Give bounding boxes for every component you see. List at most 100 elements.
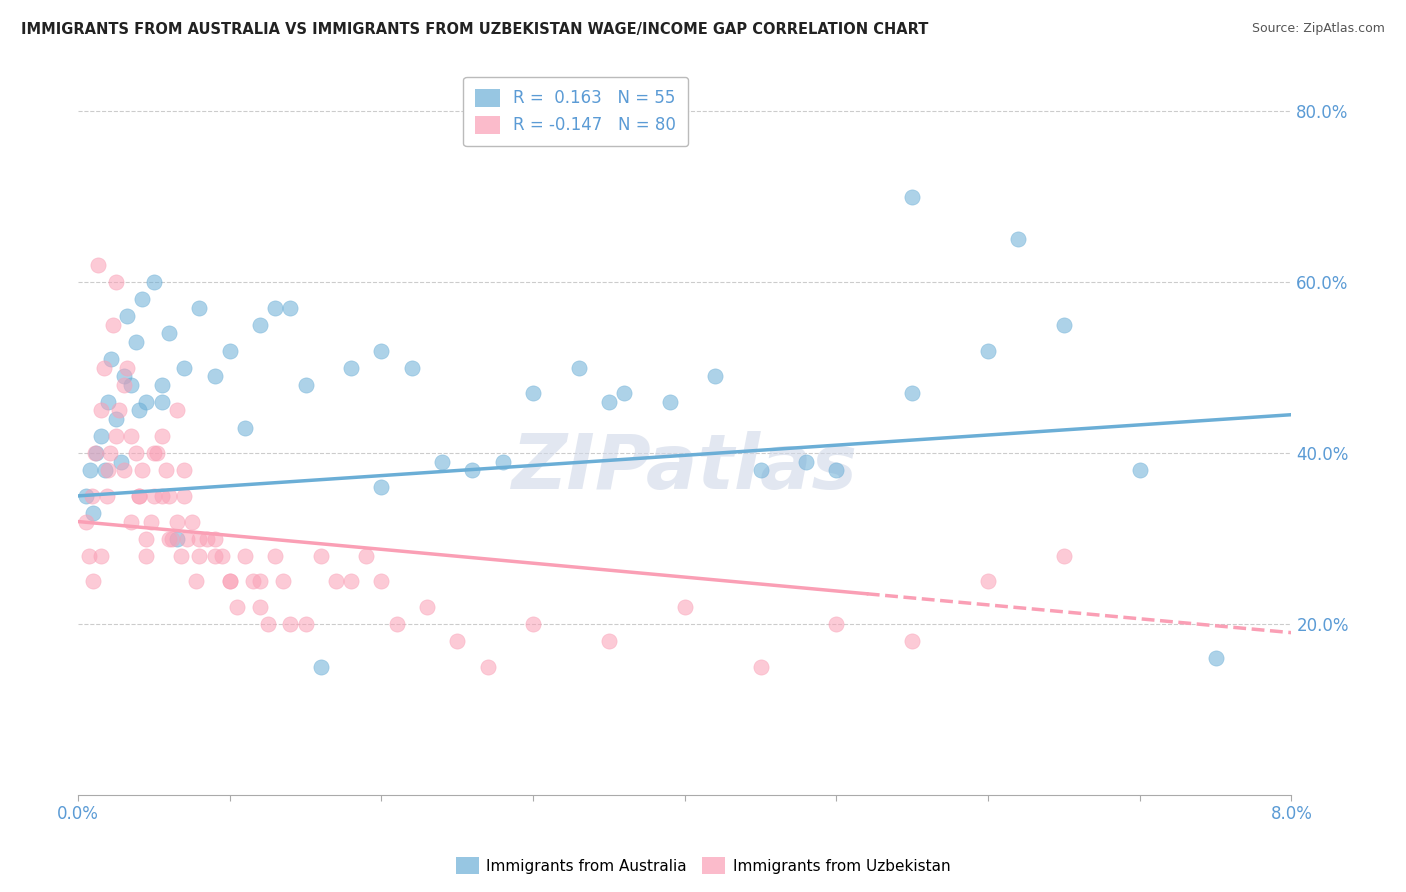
Point [90, 403, 112, 417]
Point [294, 617, 316, 632]
Point [598, 395, 620, 409]
Point [135, 549, 157, 563]
Text: ZIPatlas: ZIPatlas [512, 431, 858, 505]
Point [83, 446, 105, 460]
Point [131, 463, 153, 477]
Point [120, 377, 142, 392]
Point [218, 574, 240, 589]
Point [226, 600, 249, 615]
Legend: R =  0.163   N = 55, R = -0.147   N = 80: R = 0.163 N = 55, R = -0.147 N = 80 [464, 77, 688, 146]
Point [825, 463, 848, 477]
Point [180, 515, 202, 529]
Point [120, 515, 142, 529]
Point [142, 275, 165, 289]
Point [139, 515, 162, 529]
Point [112, 377, 135, 392]
Point [901, 634, 924, 648]
Point [157, 489, 180, 503]
Point [249, 574, 271, 589]
Point [749, 660, 772, 674]
Point [120, 429, 142, 443]
Point [79, 463, 101, 477]
Point [280, 301, 302, 315]
Point [146, 446, 169, 460]
Point [96, 489, 118, 503]
Point [242, 574, 264, 589]
Point [492, 455, 515, 469]
Point [370, 574, 392, 589]
Point [150, 395, 173, 409]
Point [176, 532, 198, 546]
Point [188, 549, 211, 563]
Point [977, 343, 1000, 358]
Point [264, 301, 287, 315]
Point [125, 334, 148, 349]
Point [370, 343, 392, 358]
Point [825, 617, 848, 632]
Point [233, 420, 256, 434]
Point [87, 258, 110, 272]
Point [294, 377, 316, 392]
Point [131, 293, 153, 307]
Point [157, 326, 180, 341]
Point [110, 455, 132, 469]
Point [195, 532, 218, 546]
Legend: Immigrants from Australia, Immigrants from Uzbekistan: Immigrants from Australia, Immigrants fr… [450, 851, 956, 880]
Point [160, 532, 183, 546]
Point [115, 360, 138, 375]
Point [977, 574, 1000, 589]
Point [340, 360, 363, 375]
Point [658, 395, 681, 409]
Point [522, 386, 544, 401]
Point [1007, 232, 1029, 246]
Point [90, 429, 112, 443]
Point [280, 617, 302, 632]
Point [794, 455, 817, 469]
Point [704, 369, 727, 384]
Point [416, 600, 439, 615]
Point [150, 489, 173, 503]
Point [204, 532, 226, 546]
Point [233, 549, 256, 563]
Point [264, 549, 287, 563]
Point [477, 660, 499, 674]
Point [105, 412, 128, 426]
Point [1053, 549, 1076, 563]
Point [173, 489, 195, 503]
Point [112, 463, 135, 477]
Point [86, 446, 108, 460]
Point [356, 549, 378, 563]
Point [112, 369, 135, 384]
Point [385, 617, 408, 632]
Point [613, 386, 636, 401]
Point [128, 489, 150, 503]
Point [446, 634, 468, 648]
Point [82, 506, 104, 520]
Point [218, 574, 240, 589]
Point [97, 463, 120, 477]
Point [173, 360, 195, 375]
Point [101, 318, 124, 332]
Point [340, 574, 363, 589]
Point [186, 574, 208, 589]
Text: Source: ZipAtlas.com: Source: ZipAtlas.com [1251, 22, 1385, 36]
Point [150, 377, 173, 392]
Point [105, 275, 128, 289]
Point [218, 343, 240, 358]
Point [100, 352, 122, 367]
Point [901, 190, 924, 204]
Point [401, 360, 423, 375]
Point [94, 463, 117, 477]
Point [108, 403, 131, 417]
Point [105, 429, 128, 443]
Point [188, 532, 211, 546]
Point [166, 403, 188, 417]
Point [98, 446, 121, 460]
Point [204, 369, 226, 384]
Point [256, 617, 278, 632]
Point [93, 360, 115, 375]
Point [155, 463, 177, 477]
Text: IMMIGRANTS FROM AUSTRALIA VS IMMIGRANTS FROM UZBEKISTAN WAGE/INCOME GAP CORRELAT: IMMIGRANTS FROM AUSTRALIA VS IMMIGRANTS … [21, 22, 928, 37]
Point [157, 532, 180, 546]
Point [82, 574, 104, 589]
